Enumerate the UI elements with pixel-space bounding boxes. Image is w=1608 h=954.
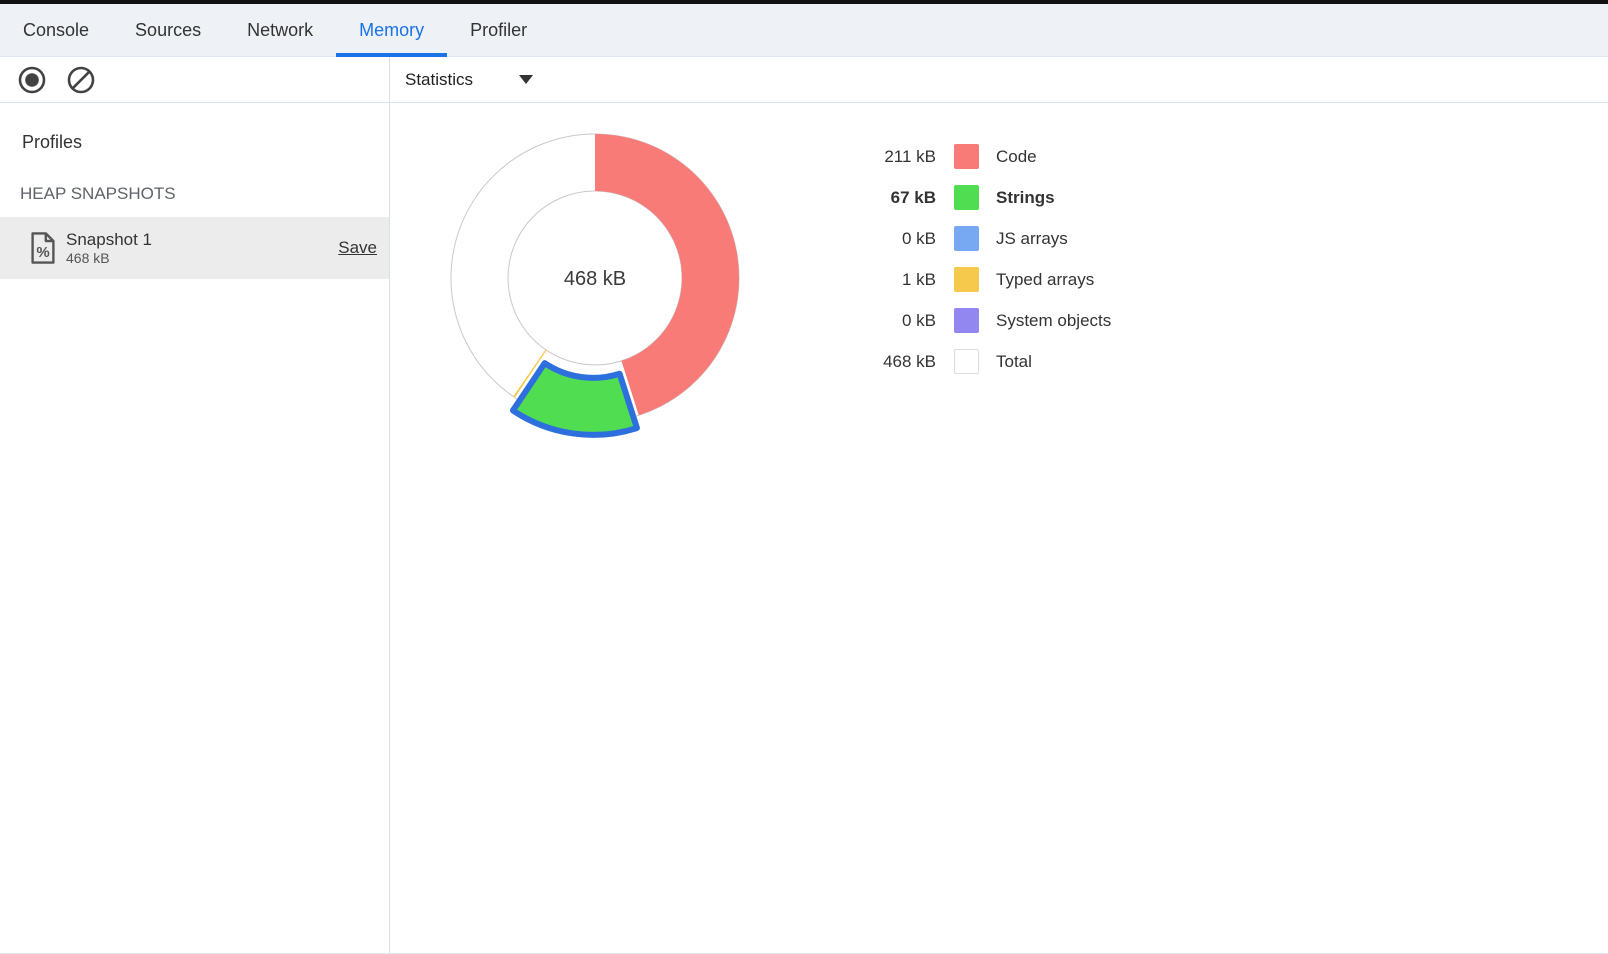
legend-value: 468 kB (883, 351, 936, 371)
heap-statistics-donut-chart: 468 kB (450, 133, 740, 438)
legend-label: JS arrays (996, 228, 1068, 248)
save-snapshot-link[interactable]: Save (338, 238, 377, 257)
legend-value: 211 kB (884, 146, 936, 166)
perspective-select-label: Statistics (405, 69, 474, 89)
legend-swatch-system-objects (954, 308, 979, 333)
profiles-sidebar: Profiles HEAP SNAPSHOTS % Snapshot 1 468… (0, 57, 390, 953)
tab-sources[interactable]: Sources (135, 19, 202, 40)
legend-value: 0 kB (901, 310, 936, 330)
legend-swatch-total (954, 349, 979, 374)
legend-swatch-typed-arrays (954, 267, 979, 292)
snapshot-text: Snapshot 1 468 kB (66, 229, 152, 267)
devtools-tabbar: Console Sources Network Memory Profiler (0, 4, 1608, 57)
chart-legend: 211 kB Code 67 kB Strings 0 kB JS arrays 1 kB T… (830, 136, 1111, 382)
legend-value: 1 kB (901, 269, 936, 289)
donut-slice-code[interactable] (595, 134, 740, 416)
legend-row-code[interactable]: 211 kB Code (830, 136, 1111, 177)
heap-snapshots-section-header: HEAP SNAPSHOTS (20, 184, 176, 203)
legend-label: Typed arrays (996, 269, 1095, 289)
legend-label: System objects (996, 310, 1112, 330)
clear-icon (67, 66, 95, 93)
tab-profiler[interactable]: Profiler (470, 19, 528, 40)
donut-center-total-label: 468 kB (564, 268, 626, 290)
tab-memory[interactable]: Memory (336, 4, 448, 57)
legend-swatch-js-arrays (954, 226, 979, 251)
legend-row-typed-arrays[interactable]: 1 kB Typed arrays (830, 259, 1111, 300)
window-top-edge (0, 0, 1608, 4)
record-heap-snapshot-button[interactable] (17, 65, 47, 95)
tab-network[interactable]: Network (247, 19, 314, 40)
donut-slice-strings[interactable] (509, 360, 640, 438)
statistics-chart-area: 468 kB 211 kB Code 67 kB Strings 0 kB JS arra… (390, 103, 1608, 953)
chevron-down-icon (519, 75, 534, 84)
profiles-toolbar (0, 57, 389, 103)
snapshot-size: 468 kB (66, 250, 110, 266)
snapshot-name: Snapshot 1 (66, 230, 153, 249)
perspective-select[interactable]: Statistics (405, 69, 534, 90)
legend-value: 67 kB (890, 187, 936, 207)
legend-label: Strings (996, 187, 1055, 207)
svg-text:%: % (36, 244, 49, 261)
legend-label: Total (996, 351, 1032, 371)
legend-value: 0 kB (901, 228, 936, 248)
clear-profiles-button[interactable] (66, 65, 96, 95)
legend-swatch-strings (954, 185, 979, 210)
donut-slice-typed-arrays[interactable] (513, 349, 547, 398)
tab-console[interactable]: Console (23, 19, 90, 40)
main-toolbar: Statistics (390, 57, 1608, 103)
record-icon (18, 66, 46, 93)
profiles-heading: Profiles (22, 132, 83, 152)
legend-row-js-arrays[interactable]: 0 kB JS arrays (830, 218, 1111, 259)
legend-swatch-code (954, 144, 979, 169)
legend-label: Code (996, 146, 1037, 166)
legend-row-system-objects[interactable]: 0 kB System objects (830, 300, 1111, 341)
heap-snapshot-file-icon: % (31, 232, 55, 264)
legend-row-strings[interactable]: 67 kB Strings (830, 177, 1111, 218)
snapshot-list-item[interactable]: % Snapshot 1 468 kB Save (0, 217, 389, 279)
legend-row-total[interactable]: 468 kB Total (830, 341, 1111, 382)
main-panel: Statistics 468 kB 211 kB Code 67 kB Strings… (390, 57, 1608, 953)
